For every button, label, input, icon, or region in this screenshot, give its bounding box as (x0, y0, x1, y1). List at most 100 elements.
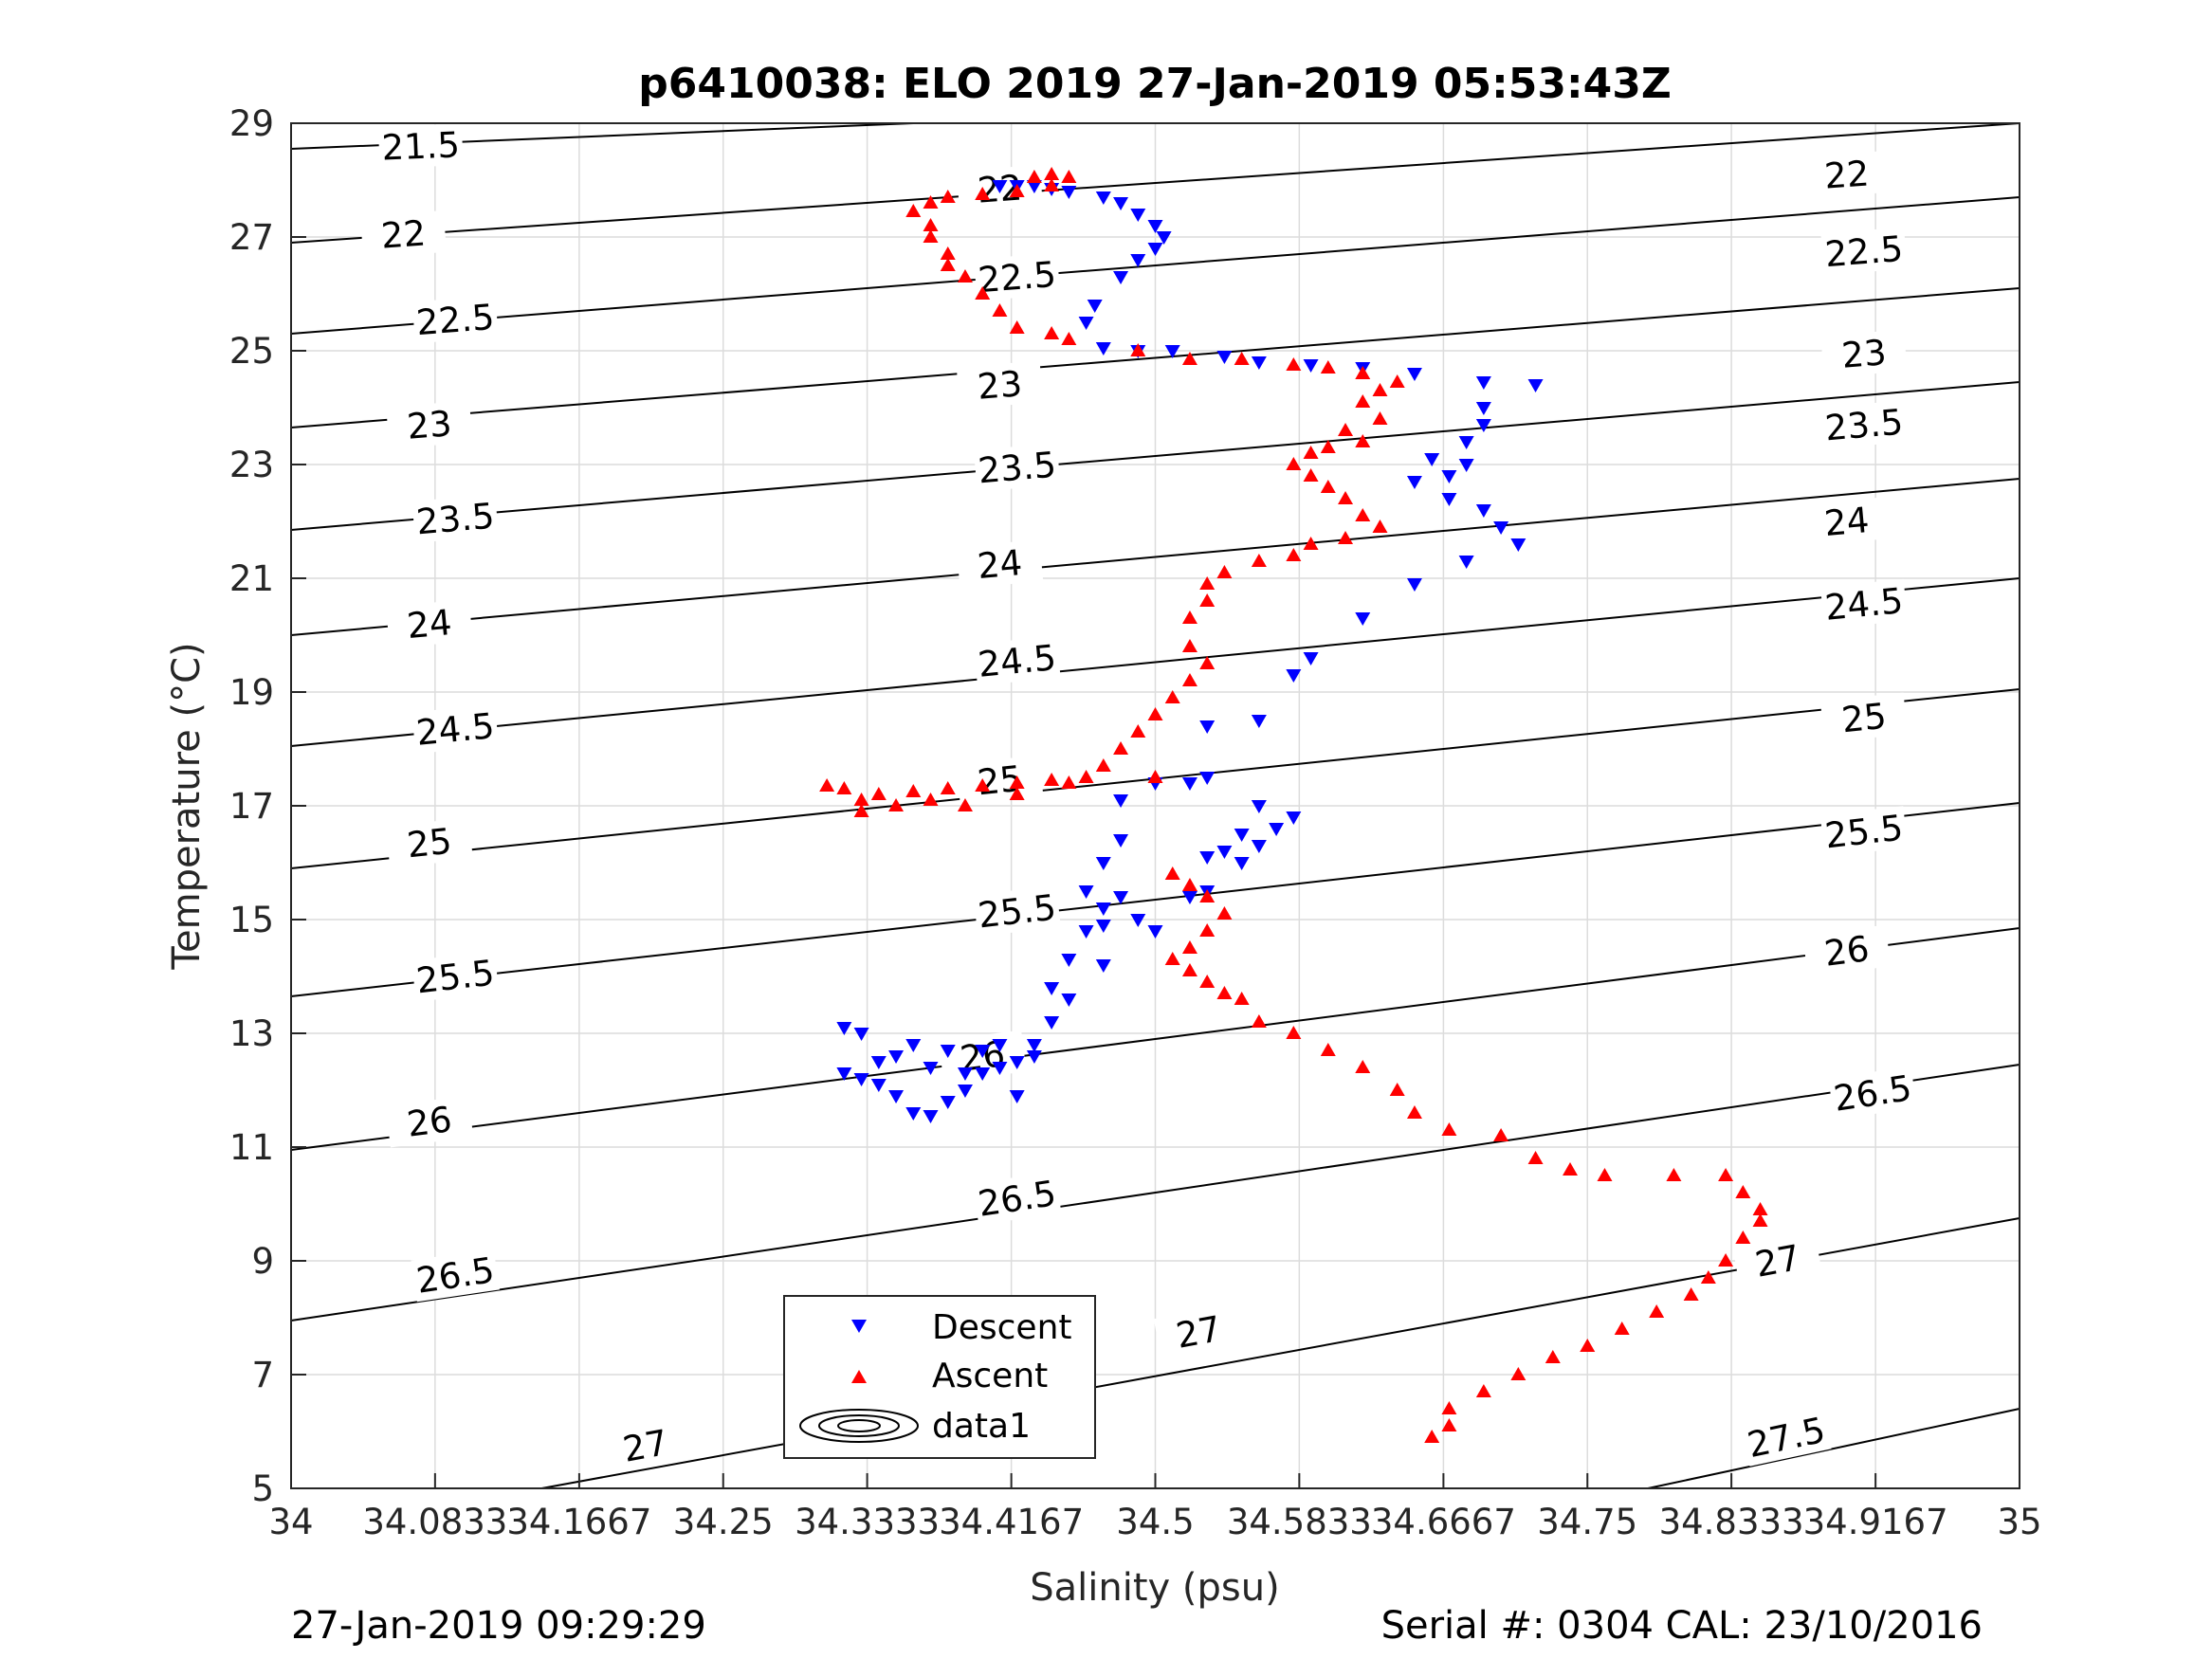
x-tick-label: 34.6667 (1371, 1502, 1516, 1542)
descent-point (888, 1050, 905, 1064)
ascent-point (1752, 1213, 1768, 1227)
ascent-point (1164, 690, 1180, 703)
descent-point (992, 180, 1008, 193)
density-contour-label-bg (385, 817, 473, 868)
ascent-point (975, 778, 991, 792)
density-contour-label-bg (386, 599, 473, 648)
descent-point (1044, 982, 1060, 995)
descent-point (1199, 772, 1216, 785)
ascent-point (1406, 1105, 1422, 1119)
descent-point (1458, 459, 1474, 472)
density-contour-label: 27 (1752, 1237, 1803, 1285)
legend: Descent Ascent data1 (783, 1295, 1096, 1459)
legend-descent-label: Descent (932, 1308, 1072, 1347)
descent-point (975, 1045, 991, 1058)
ascent-point (1666, 1168, 1682, 1181)
descent-point (1147, 220, 1163, 233)
density-contour-label-bg (972, 1171, 1062, 1226)
descent-point (1251, 800, 1267, 813)
ascent-point (1424, 1430, 1440, 1443)
density-contour-label-bg (1828, 1066, 1917, 1121)
density-contour-line (290, 122, 2020, 244)
descent-point (1234, 829, 1250, 842)
ascent-point (1061, 332, 1077, 345)
descent-point (1061, 186, 1077, 199)
ascent-point (1044, 773, 1060, 786)
ascent-point (1199, 923, 1216, 937)
ascent-point (1718, 1253, 1734, 1267)
ascent-point (1355, 394, 1371, 408)
descent-point (1441, 493, 1457, 506)
descent-point (1130, 914, 1146, 927)
ascent-point (1527, 1151, 1544, 1164)
ascent-point (1044, 326, 1060, 339)
descent-point (1216, 846, 1233, 859)
density-contour-label: 23.5 (414, 496, 496, 543)
density-contour-label: 26 (1822, 928, 1872, 975)
descent-point (992, 1062, 1008, 1075)
ascent-point (1026, 170, 1042, 183)
ascent-point (1199, 656, 1216, 669)
density-contour-label-bg (411, 703, 500, 755)
descent-point (940, 1096, 956, 1109)
descent-point (1147, 925, 1163, 939)
ascent-point (1372, 520, 1388, 533)
ascent-point (1130, 724, 1146, 738)
ascent-point (905, 204, 922, 217)
descent-point (1475, 419, 1491, 432)
ascent-point (853, 804, 869, 817)
density-contour-label-bg (411, 295, 499, 344)
x-tick-label: 34.8333 (1659, 1502, 1804, 1542)
descent-point (1147, 243, 1163, 256)
density-contour-label: 25.5 (976, 887, 1058, 937)
descent-point (1303, 652, 1319, 665)
x-tick-label: 34.1667 (506, 1502, 651, 1542)
descent-point (1095, 920, 1111, 933)
legend-contour-icon (799, 1409, 919, 1443)
descent-point (1181, 891, 1197, 904)
ascent-point (905, 784, 922, 797)
ascent-point (1372, 411, 1388, 425)
ascent-point (1199, 576, 1216, 590)
descent-point (1061, 954, 1077, 967)
descent-point (888, 1090, 905, 1103)
descent-point (870, 1056, 887, 1069)
descent-point (1026, 1039, 1042, 1052)
descent-point (1527, 379, 1544, 392)
density-contour-label-bg (1819, 692, 1908, 743)
ascent-point (1164, 952, 1180, 965)
descent-point (1026, 180, 1042, 193)
descent-point (1009, 1056, 1025, 1069)
ascent-point (923, 793, 939, 806)
ascent-point (1061, 170, 1077, 183)
density-contour-label-bg (1819, 806, 1909, 857)
ascent-point (1320, 360, 1336, 374)
ascent-point (870, 787, 887, 800)
density-contour-label: 25.5 (1823, 808, 1906, 857)
x-tick-label: 35 (1997, 1502, 2041, 1542)
ascent-point (1303, 537, 1319, 550)
density-contour-label: 25.5 (414, 953, 497, 1002)
density-contour-label: 22.5 (977, 254, 1058, 301)
ascent-point (1216, 565, 1233, 578)
descent-point (1113, 197, 1129, 210)
y-tick-label: 7 (251, 1355, 274, 1395)
density-contour-line (290, 381, 2020, 531)
density-contour-label-bg (360, 210, 447, 258)
y-tick-label: 23 (229, 445, 274, 485)
x-tick-label: 34.5 (1116, 1502, 1194, 1542)
descent-point (836, 1067, 852, 1081)
ascent-point (1441, 1122, 1457, 1136)
ascent-point (888, 798, 905, 811)
ascent-point (1320, 1043, 1336, 1056)
descent-point (1156, 231, 1172, 245)
ascent-point (975, 187, 991, 200)
ascent-point (1563, 1162, 1579, 1176)
ascent-point (975, 286, 991, 300)
descent-point (1216, 351, 1233, 364)
ascent-point (1389, 374, 1405, 388)
density-contour-label-bg (956, 755, 1044, 806)
descent-point (1424, 453, 1440, 466)
ascent-point (1355, 366, 1371, 379)
descent-point (1078, 885, 1094, 899)
